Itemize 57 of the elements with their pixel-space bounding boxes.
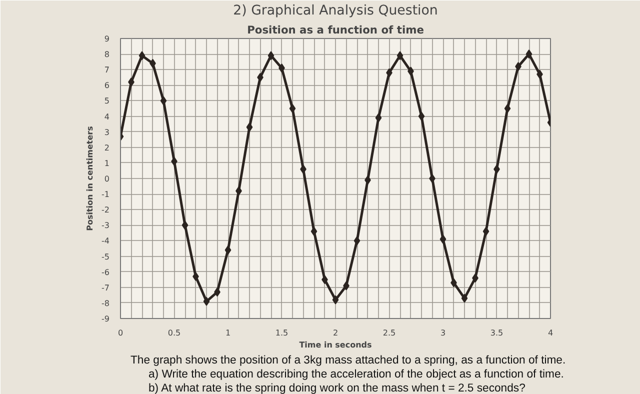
point bbox=[429, 174, 436, 183]
y-tick-label: 5 bbox=[104, 96, 110, 106]
x-tick-label: 2 bbox=[332, 328, 338, 338]
y-tick-label: 0 bbox=[104, 174, 110, 184]
y-tick-label: 4 bbox=[104, 112, 110, 122]
chart-title: 2) Graphical Analysis Question bbox=[233, 4, 438, 18]
x-tick-label: 1.5 bbox=[275, 328, 288, 338]
point bbox=[268, 51, 274, 60]
point bbox=[440, 234, 446, 244]
point bbox=[246, 122, 253, 132]
y-tick-label: -7 bbox=[102, 283, 110, 292]
x-tick-label: 3.5 bbox=[490, 328, 504, 338]
x-tick-label: 3 bbox=[440, 328, 446, 338]
point bbox=[160, 96, 167, 106]
point bbox=[138, 51, 146, 60]
y-tick-label: 7 bbox=[104, 66, 110, 75]
y-tick-label: -1 bbox=[102, 190, 110, 200]
y-axis-title: Position in centimeters bbox=[86, 126, 95, 231]
point bbox=[203, 296, 210, 306]
y-tick-label: -9 bbox=[102, 314, 110, 324]
x-tick-label: 2.5 bbox=[382, 328, 396, 338]
y-tick-label: -5 bbox=[102, 252, 110, 262]
x-tick-label: 4 bbox=[548, 328, 554, 338]
point bbox=[224, 246, 232, 255]
x-tick-label: 0.5 bbox=[168, 328, 181, 338]
y-tick-label: 3 bbox=[104, 128, 110, 137]
y-tick-label: 2 bbox=[104, 143, 110, 152]
y-tick-label: 1 bbox=[104, 158, 110, 168]
point bbox=[332, 295, 339, 304]
y-tick-label: 8 bbox=[104, 50, 110, 60]
point bbox=[526, 50, 532, 59]
y-tick-label: -2 bbox=[102, 206, 110, 215]
text: The graph shows the position of a 3kg mass attached to a spring, as a function of time. bbox=[130, 354, 566, 366]
text: b) At what rate is the spring doing work on the mass when t = 2.5 seconds? bbox=[148, 382, 526, 394]
point bbox=[354, 236, 360, 246]
x-tick-label: 0 bbox=[118, 328, 124, 338]
point bbox=[504, 104, 511, 113]
y-tick-label: -3 bbox=[102, 221, 110, 230]
point bbox=[182, 220, 188, 230]
text: a) Write the equation describing the acceleration of the object as a function of time. bbox=[148, 368, 564, 380]
y-tick-label: -8 bbox=[102, 298, 110, 308]
chart-subtitle: Position as a function of time bbox=[247, 24, 424, 36]
point bbox=[418, 112, 425, 121]
x-axis-title: Time in seconds bbox=[299, 340, 372, 350]
point bbox=[289, 104, 296, 113]
y-tick-label: 9 bbox=[104, 34, 110, 44]
point bbox=[310, 226, 318, 236]
point bbox=[192, 272, 199, 281]
x-tick-label: 1 bbox=[225, 328, 231, 338]
point bbox=[375, 113, 382, 122]
point bbox=[482, 226, 490, 236]
y-tick-label: -6 bbox=[102, 268, 110, 277]
y-tick-label: 6 bbox=[104, 81, 110, 90]
point bbox=[515, 62, 522, 71]
point bbox=[461, 294, 468, 303]
y-tick-label: -4 bbox=[102, 236, 110, 246]
point bbox=[396, 51, 404, 60]
